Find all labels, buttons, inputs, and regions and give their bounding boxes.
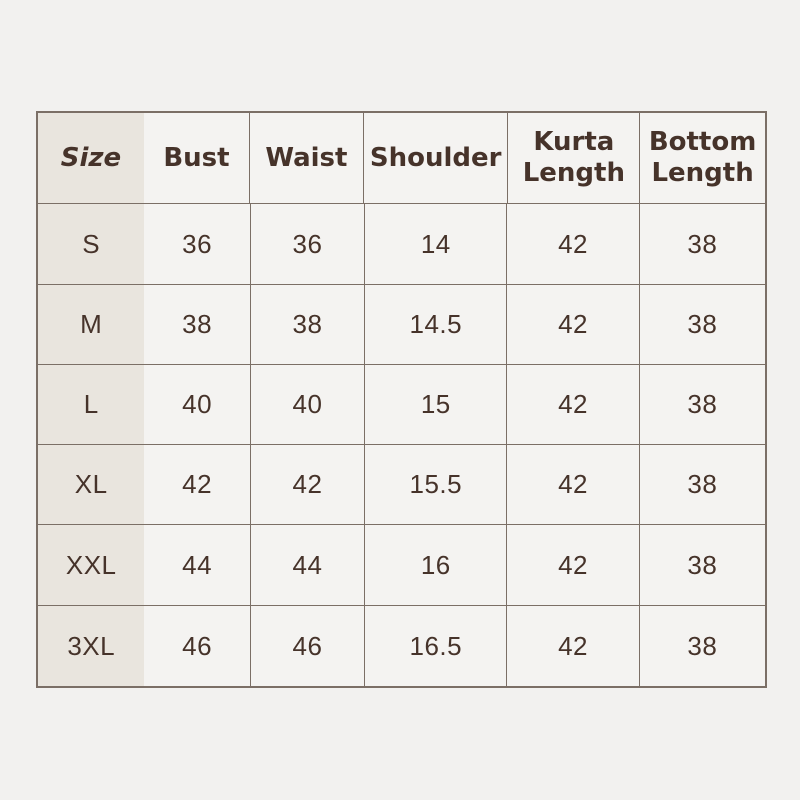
- cell-bust: 36: [144, 204, 251, 285]
- table-header-row: Size Bust Waist Shoulder Kurta Length Bo…: [38, 113, 765, 205]
- cell-waist: 44: [250, 525, 366, 606]
- cell-bottom-length: 38: [687, 630, 718, 661]
- table-row-3xl: 3XL 46 46 16.5 42 38: [38, 605, 765, 686]
- table-row-s: S 36 36 14 42 38: [38, 204, 765, 285]
- cell-bust: 46: [144, 605, 251, 686]
- size-chart-table: Size Bust Waist Shoulder Kurta Length Bo…: [36, 111, 767, 688]
- cell-size-label: M: [38, 284, 145, 365]
- header-cell-waist: Waist: [249, 113, 364, 205]
- cell-kurta-length: 42: [507, 284, 640, 365]
- header-cell-shoulder: Shoulder: [363, 113, 509, 205]
- cell-shoulder: 16.5: [365, 605, 508, 686]
- cell-waist: 46: [251, 605, 366, 686]
- cell-bust: 42: [144, 445, 251, 526]
- header-cell-bottom-length: Bottom Length: [640, 113, 765, 205]
- cell-kurta-length: 42: [507, 364, 640, 446]
- cell-waist: 40: [250, 364, 366, 446]
- cell-kurta-length: 42: [507, 204, 640, 285]
- cell-bottom-length: 38: [639, 285, 765, 365]
- header-cell-kurta-length: Kurta Length: [508, 113, 641, 205]
- cell-shoulder: 15: [365, 364, 508, 446]
- cell-kurta-length: 42: [507, 605, 640, 686]
- table-row-m: M 38 38 14.5 42 38: [38, 284, 765, 365]
- cell-waist: 36: [250, 204, 366, 285]
- cell-shoulder: 15.5: [365, 445, 508, 526]
- cell-size-label: XXL: [38, 525, 145, 606]
- cell-size-label: 3XL: [38, 605, 145, 686]
- cell-bust: 40: [144, 364, 251, 446]
- cell-waist: 38: [250, 284, 366, 365]
- cell-bottom-length: 38: [639, 525, 765, 606]
- cell-size-label: XL: [38, 445, 145, 526]
- cell-size-label: S: [38, 204, 145, 285]
- cell-shoulder: 14: [365, 204, 508, 285]
- cell-bust: 44: [144, 525, 251, 606]
- table-row-xxl: XXL 44 44 16 42 38: [38, 525, 765, 606]
- cell-size-label: L: [38, 364, 145, 446]
- table-row-l: L 40 40 15 42 38: [38, 364, 765, 446]
- cell-kurta-length: 42: [507, 445, 640, 526]
- table-row-xl: XL 42 42 15.5 42 38: [38, 445, 765, 526]
- cell-bust: 38: [144, 284, 251, 365]
- cell-waist: 42: [250, 445, 366, 526]
- cell-kurta-length: 42: [507, 525, 640, 606]
- cell-shoulder: 16: [365, 525, 508, 606]
- cell-bottom-length: 38: [639, 365, 765, 446]
- header-cell-size: Size: [38, 113, 144, 205]
- cell-bottom-length: 38: [639, 204, 765, 285]
- cell-shoulder: 14.5: [365, 284, 508, 365]
- cell-bottom-length: 38: [639, 445, 765, 526]
- header-cell-bust: Bust: [143, 113, 250, 205]
